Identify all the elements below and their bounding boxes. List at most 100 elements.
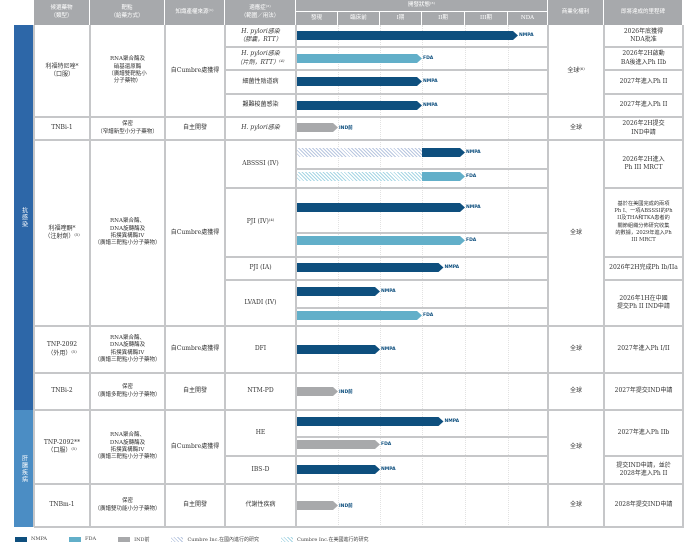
column-divider <box>89 25 91 527</box>
drug-rights: 全球 <box>569 387 582 395</box>
legend-item: Cumbre Inc.在美國進行的研究 <box>280 535 369 543</box>
indication-name: HE <box>255 428 266 436</box>
drug-ip-source: 自Cumbre處獲得 <box>170 442 220 450</box>
row-divider <box>34 139 684 141</box>
drug-ip-source: 自Cumbre處獲得 <box>170 66 220 74</box>
indication-name: 細菌性陰道病 <box>242 77 279 85</box>
indication-name: NTM-PD <box>247 387 274 395</box>
hatched-segment <box>296 148 422 157</box>
stage-gridline <box>338 25 339 527</box>
bar-label: NMPA <box>423 103 438 108</box>
legend-item: FDA <box>69 535 96 543</box>
bar-label: NMPA <box>381 347 396 352</box>
milestone: 2026年1H在中國 提交Ph II IND申請 <box>617 294 670 310</box>
bar-label: NMPA <box>423 79 438 84</box>
progress-bar-nmpa <box>296 203 465 212</box>
progress-bar-fda <box>296 54 422 63</box>
bar-label: NMPA <box>444 419 460 424</box>
hatched-segment <box>296 172 422 181</box>
drug-ip-source: 自Cumbre處獲得 <box>170 228 220 236</box>
milestone: 提交IND申請，並於 2028年進入Ph II <box>616 461 671 477</box>
bar-label: NMPA <box>444 265 460 270</box>
indication-divider <box>225 279 548 281</box>
bar-label: IND前 <box>339 126 353 131</box>
milestone: 2027年提交IND申請 <box>614 387 673 395</box>
header-stage: III期 <box>465 12 508 25</box>
category-liver-gut: 肝腸疾病 <box>14 410 34 527</box>
bar-label: FDA <box>381 442 392 447</box>
category-anti-infective: 抗感染 <box>14 25 34 410</box>
header-status: 開發狀態⁽³⁾ <box>296 0 548 12</box>
header-target: 靶點 （給藥方式） <box>90 0 165 25</box>
legend: NMPA FDA IND前 Cumbre Inc.在國內進行的研究 Cumbre Inc… <box>15 535 415 543</box>
header-stage: I期 <box>380 12 422 25</box>
milestone: 2027年進入Ph II <box>619 77 668 85</box>
drug-rights: 全球 <box>569 124 582 132</box>
column-divider <box>295 25 297 527</box>
header-milestone: 即將達成的里程碑 <box>604 0 683 25</box>
column-divider <box>603 25 605 527</box>
header-stage: 發現 <box>296 12 338 25</box>
milestone-divider <box>604 455 684 457</box>
drug-name: TNBi-2 <box>51 387 73 395</box>
indication-divider <box>225 93 548 95</box>
header-stage: NDA <box>508 12 548 25</box>
milestone: 2028年提交IND申請 <box>614 501 673 509</box>
bar-label: NMPA <box>381 467 396 472</box>
progress-bar-ind前 <box>296 501 338 510</box>
milestone-divider <box>604 187 684 189</box>
progress-bar-nmpa <box>296 31 518 40</box>
drug-ip-source: 自主開發 <box>182 124 207 132</box>
header-drug: 候選藥物 （類型） <box>34 0 90 25</box>
drug-name: TNP-2092** （口服）⁽⁵⁾ <box>43 438 81 454</box>
legend-swatch <box>118 536 131 542</box>
progress-bar-nmpa <box>296 263 444 272</box>
legend-item: IND前 <box>118 535 149 543</box>
bar-label: IND前 <box>339 504 353 509</box>
indication-name: 艱難梭菌感染 <box>242 101 279 109</box>
progress-bar-nmpa <box>296 465 380 474</box>
drug-ip-source: 自主開發 <box>182 387 207 395</box>
milestone: 基於在美國完成的兩項 Ph I、一項ABSSSI的Ph II及THA和TKA患者… <box>614 201 673 243</box>
row-divider <box>34 483 684 485</box>
bar-divider <box>296 232 548 234</box>
progress-bar-ind前 <box>296 387 338 396</box>
indication-name: IBS-D <box>251 465 270 473</box>
bar-label: FDA <box>466 238 477 243</box>
legend-label: IND前 <box>134 536 150 543</box>
bar-divider <box>296 436 548 438</box>
drug-target: 保密 （廣譜雙功能小分子藥物） <box>94 498 161 512</box>
milestone-divider <box>604 46 684 48</box>
progress-bar-fda <box>296 236 465 245</box>
column-divider <box>33 25 35 527</box>
stage-gridline <box>465 25 466 527</box>
drug-name: TNP-2092 （外用）⁽⁵⁾ <box>46 341 78 357</box>
drug-rights: 全球 <box>569 345 582 353</box>
indication-name: DFI <box>254 345 267 353</box>
legend-swatch <box>171 536 184 542</box>
indication-name: PJI (IV)⁽⁴⁾ <box>246 218 275 226</box>
milestone: 2026年2H進入 Ph III MRCT <box>622 155 665 171</box>
legend-label: NMPA <box>31 536 48 542</box>
progress-bar-nmpa <box>296 287 380 296</box>
header-stage: II期 <box>422 12 465 25</box>
column-divider <box>547 25 549 527</box>
legend-swatch <box>280 536 293 542</box>
indication-name: H. pylori感染 （膠囊，RTT） <box>239 27 282 43</box>
bar-label: FDA <box>423 56 434 61</box>
row-divider <box>34 325 684 327</box>
drug-target: RNA聚合酶及 硝基還原酶 （廣譜雙靶點小 分子藥物） <box>108 56 147 85</box>
stage-gridline <box>380 25 381 527</box>
milestone: 2027年進入Ph I/II <box>617 345 670 353</box>
drug-rights: 全球⁽⁶⁾ <box>567 66 585 74</box>
drug-target: 保密 （廣譜多靶點小分子藥物） <box>94 384 161 398</box>
progress-bar-fda <box>296 440 380 449</box>
stage-gridline <box>422 25 423 527</box>
stage-gridline <box>508 25 509 527</box>
bar-label: FDA <box>466 174 477 179</box>
column-divider <box>224 25 226 527</box>
progress-bar-nmpa <box>296 417 444 426</box>
milestone-divider <box>604 93 684 95</box>
milestone: 2027年進入Ph II <box>619 101 668 109</box>
indication-divider <box>225 187 548 189</box>
